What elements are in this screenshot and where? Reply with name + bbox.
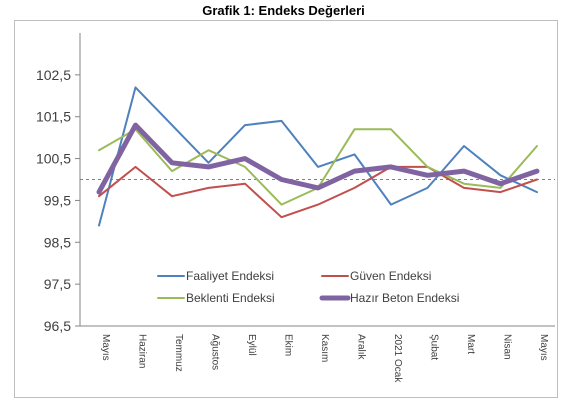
legend-label: Hazır Beton Endeksi [350, 291, 459, 305]
x-tick-label: Mayıs [100, 334, 111, 361]
series-line [96, 122, 540, 195]
y-tick-label: 100,5 [36, 151, 71, 167]
legend: Faaliyet Endeksi Güven Endeksi Beklenti En… [157, 269, 459, 305]
x-tick-label: Aralık [356, 334, 367, 361]
x-tick-label: Nisan [502, 334, 513, 360]
series-line [98, 165, 538, 219]
legend-label: Faaliyet Endeksi [186, 269, 274, 283]
y-tick-label: 99,5 [44, 192, 71, 208]
series-line [98, 86, 538, 227]
legend-label: Beklenti Endeksi [186, 291, 275, 305]
y-tick-label: 96,5 [44, 318, 71, 334]
y-tick-label: 98,5 [44, 234, 71, 250]
y-tick-label: 97,5 [44, 276, 71, 292]
x-tick-label: Kasım [319, 334, 330, 362]
legend-label: Güven Endeksi [350, 269, 431, 283]
x-tick-label: Ekim [283, 334, 294, 356]
chart-title: Grafik 1: Endeks Değerleri [202, 3, 365, 18]
x-tick-label: Eylül [246, 334, 257, 356]
y-axis: 96,5 97,5 98,5 99,5 100,5 101,5 102,5 [36, 33, 81, 334]
x-tick-label: Şubat [429, 334, 440, 360]
x-tick-label: Temmuz [173, 334, 184, 372]
x-tick-label: Haziran [137, 334, 148, 368]
x-tick-label: 2021 Ocak [392, 334, 403, 383]
y-tick-label: 101,5 [36, 109, 71, 125]
x-tick-label: Ağustos [210, 334, 221, 370]
x-tick-label: Mayıs [538, 334, 549, 361]
series-layer [96, 86, 540, 227]
x-axis: Mayıs Haziran Temmuz Ağustos Eylül Ekim Kasım A… [80, 325, 555, 383]
x-tick-label: Mart [465, 334, 476, 354]
chart-area [14, 20, 558, 398]
y-tick-label: 102,5 [36, 67, 71, 83]
